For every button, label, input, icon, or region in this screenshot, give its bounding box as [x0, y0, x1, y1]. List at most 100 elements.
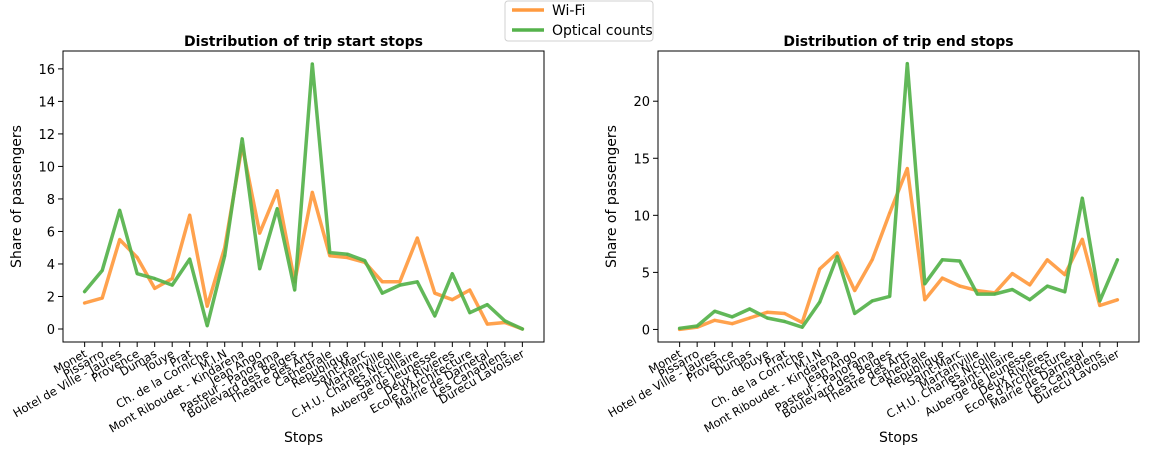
data-point: [83, 290, 86, 293]
y-tick-label: 0: [47, 323, 55, 338]
y-tick-label: 14: [38, 95, 55, 110]
y-tick-label: 4: [47, 258, 55, 273]
data-point: [678, 327, 681, 330]
data-point: [171, 277, 174, 280]
data-point: [1028, 283, 1032, 287]
data-point: [906, 167, 909, 170]
data-point: [118, 238, 121, 241]
data-point: [1098, 299, 1102, 303]
chart-title: Distribution of trip end stops: [783, 34, 1013, 50]
legend-label-optical: Optical counts: [552, 23, 653, 39]
data-point: [153, 287, 156, 290]
data-point: [941, 258, 944, 261]
data-point: [853, 312, 856, 315]
data-point: [206, 305, 209, 308]
data-point: [328, 254, 331, 257]
data-point: [731, 315, 734, 319]
legend-label-wifi: Wi-Fi: [552, 3, 585, 19]
y-tick-label: 12: [38, 128, 55, 143]
data-point: [748, 316, 751, 320]
data-point: [1116, 298, 1119, 301]
data-point: [836, 251, 839, 255]
series-line-wifi: [82, 143, 525, 331]
y-tick-label: 6: [47, 225, 55, 240]
data-point: [906, 62, 909, 65]
y-tick-label: 2: [47, 290, 55, 305]
series-line-optical: [677, 61, 1120, 331]
data-point: [713, 319, 716, 322]
plot-frame: [62, 50, 545, 343]
y-axis-label: Share of passengers: [9, 125, 25, 268]
data-point: [241, 137, 244, 140]
x-axis-label: Stops: [284, 430, 323, 446]
data-point: [311, 62, 314, 66]
data-point: [871, 299, 874, 303]
data-point: [346, 253, 349, 256]
data-point: [258, 231, 261, 235]
x-axis-label: Stops: [879, 430, 918, 446]
data-point: [1081, 238, 1084, 241]
y-tick-label: 8: [47, 193, 55, 208]
data-point: [976, 292, 979, 296]
end-stops-chart: Distribution of trip end stops05101520Mo…: [604, 34, 1140, 446]
data-point: [276, 189, 279, 192]
series-line-optical: [82, 62, 525, 331]
data-point: [433, 292, 436, 295]
start-stops-chart: Distribution of trip start stops 0 2 4 6 8 10 1…: [9, 34, 545, 446]
data-point: [1028, 298, 1032, 301]
y-axis-label: Share of passengers: [604, 125, 620, 268]
data-point: [101, 296, 104, 300]
data-point: [311, 191, 314, 194]
data-point: [783, 312, 786, 315]
plot-frame: [657, 50, 1140, 343]
data-point: [118, 209, 121, 212]
data-point: [188, 257, 191, 261]
chart-title: Distribution of trip start stops: [184, 34, 423, 50]
data-point: [941, 276, 944, 280]
y-tick-label: 16: [38, 63, 55, 78]
data-point: [801, 321, 804, 324]
data-point: [766, 316, 769, 320]
data-point: [398, 283, 401, 287]
data-point: [783, 320, 786, 323]
data-point: [223, 254, 226, 257]
data-point: [853, 289, 856, 292]
data-point: [1063, 290, 1067, 293]
data-point: [276, 207, 279, 210]
data-point: [958, 284, 961, 288]
y-tick-label: 0: [642, 323, 650, 338]
data-point: [1098, 304, 1102, 307]
legend: Wi-Fi Optical counts: [504, 0, 654, 42]
y-tick-label: 10: [38, 160, 55, 175]
data-point: [1011, 272, 1014, 275]
data-point: [1081, 197, 1084, 200]
data-point: [398, 280, 401, 283]
data-point: [468, 288, 471, 292]
data-point: [923, 282, 926, 285]
data-point: [101, 269, 104, 272]
data-point: [381, 292, 384, 295]
data-point: [486, 303, 489, 306]
data-point: [153, 277, 156, 280]
data-point: [83, 301, 86, 305]
data-point: [363, 259, 366, 262]
data-point: [416, 236, 419, 240]
data-point: [503, 319, 506, 323]
data-point: [136, 256, 139, 259]
data-point: [1046, 284, 1049, 288]
y-tick-label: 15: [633, 152, 650, 167]
data-point: [1011, 288, 1014, 291]
data-point: [433, 314, 436, 318]
data-point: [293, 288, 296, 292]
data-point: [731, 322, 734, 325]
data-point: [206, 324, 209, 327]
data-point: [136, 272, 139, 275]
y-tick-label: 10: [633, 209, 650, 224]
data-point: [696, 324, 699, 328]
data-point: [451, 272, 454, 275]
data-point: [818, 300, 821, 304]
data-point: [923, 298, 926, 301]
data-point: [188, 214, 191, 217]
data-point: [521, 327, 524, 331]
